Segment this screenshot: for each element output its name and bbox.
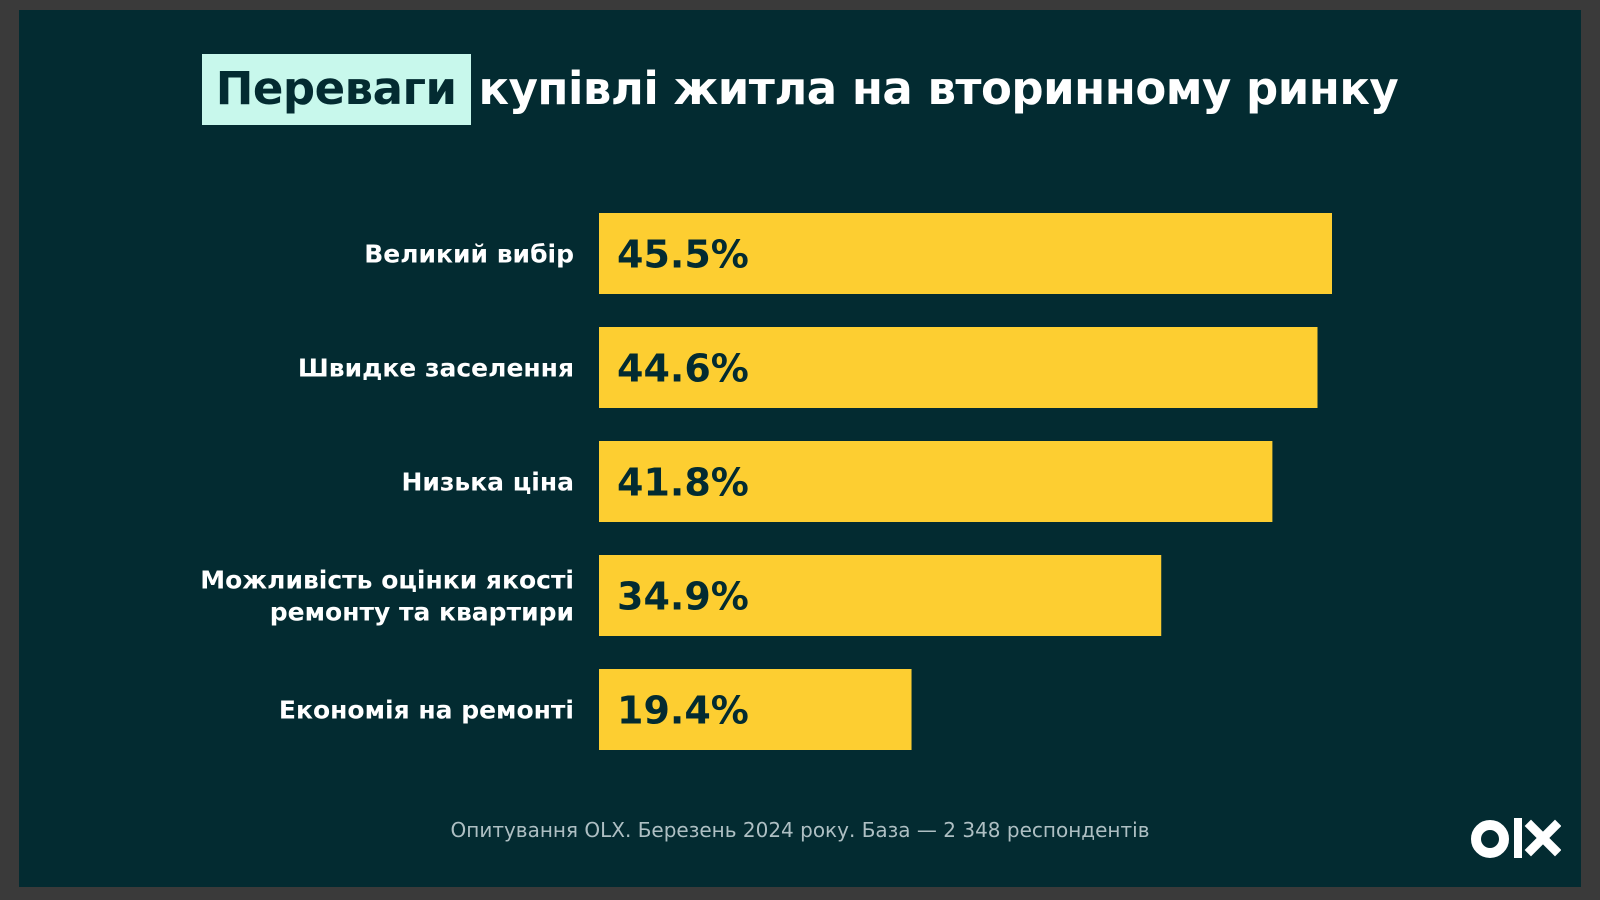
bar-1 xyxy=(599,327,1318,408)
bar-value-label: 45.5% xyxy=(617,233,749,277)
title-rest: купівлі житла на вторинному ринку xyxy=(478,62,1399,115)
chart-title: Переваги купівлі житла на вторинному ринк… xyxy=(0,54,1600,125)
category-label: Швидке заселення xyxy=(298,354,574,383)
category-label: Низька ціна xyxy=(401,468,574,497)
category-label: ремонту та квартири xyxy=(270,598,574,627)
olx-logo-o xyxy=(1471,820,1509,858)
bar-3 xyxy=(599,555,1162,636)
bar-value-label: 41.8% xyxy=(617,461,749,505)
bar-value-label: 19.4% xyxy=(617,689,749,733)
footnote: Опитування OLX. Березень 2024 року. База… xyxy=(450,818,1150,842)
category-label: Великий вибір xyxy=(364,240,574,269)
bar-4 xyxy=(599,669,912,750)
category-label: Можливість оцінки якості xyxy=(200,566,574,595)
bar-value-label: 44.6% xyxy=(617,347,749,391)
bar-2 xyxy=(599,441,1273,522)
olx-logo-x2 xyxy=(1524,819,1561,857)
olx-logo xyxy=(1471,818,1561,858)
category-label: Економія на ремонті xyxy=(279,696,574,725)
bar-0 xyxy=(599,213,1332,294)
bar-value-label: 34.9% xyxy=(617,575,749,619)
olx-logo-l xyxy=(1514,818,1522,858)
title-highlight: Переваги xyxy=(201,54,471,125)
